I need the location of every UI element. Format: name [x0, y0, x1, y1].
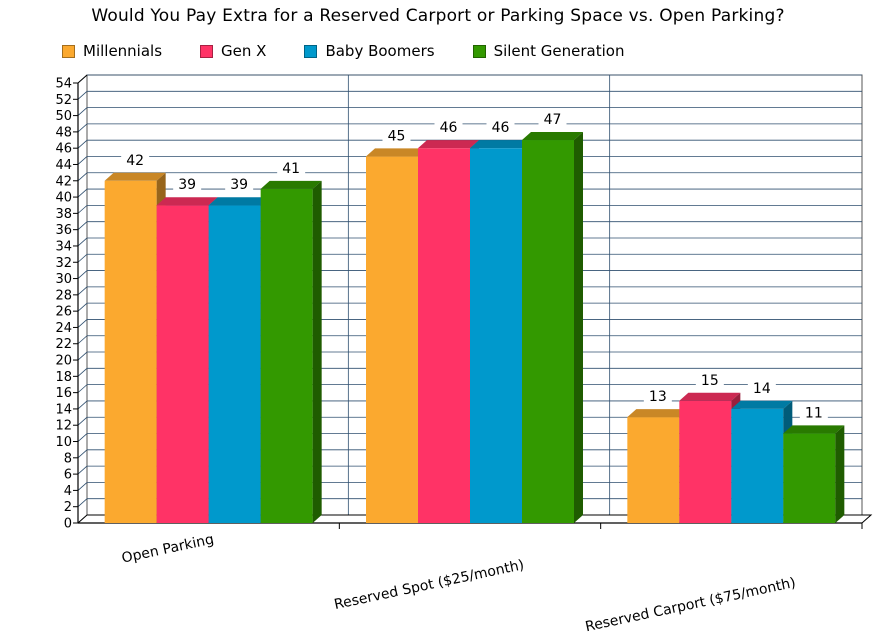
gridline-depth — [78, 466, 87, 474]
left-wall-top-edge — [78, 75, 87, 83]
bar-baby-boomers-reserved-carport-75-month — [731, 409, 783, 523]
bar-baby-boomers-reserved-spot-25-month — [470, 148, 522, 523]
bar-chart: 0246810121416182022242628303234363840424… — [0, 0, 876, 644]
gridline-depth — [78, 450, 87, 458]
bar-silent-generation-open-parking-side — [313, 181, 322, 523]
gridline-depth — [78, 173, 87, 181]
y-tick-label: 48 — [55, 125, 72, 140]
gridline-depth — [78, 303, 87, 311]
bar-silent-generation-reserved-spot-25-month-top — [522, 132, 583, 140]
y-tick-label: 18 — [55, 370, 72, 385]
y-tick-label: 16 — [55, 386, 72, 401]
y-tick-label: 20 — [55, 354, 72, 369]
gridline-depth — [78, 401, 87, 409]
bar-gen-x-open-parking-top — [157, 197, 218, 205]
bar-gen-x-reserved-spot-25-month-top — [418, 140, 479, 148]
data-label-gen-x-open-parking: 39 — [178, 177, 196, 193]
y-tick-label: 2 — [64, 500, 72, 515]
gridline-depth — [78, 271, 87, 279]
gridline-depth — [78, 189, 87, 197]
gridline-depth — [78, 482, 87, 490]
bar-silent-generation-open-parking-top — [261, 181, 322, 189]
gridline-depth — [78, 368, 87, 376]
y-tick-label: 52 — [55, 93, 72, 108]
data-label-baby-boomers-reserved-carport-75-month: 14 — [753, 381, 771, 397]
data-label-silent-generation-open-parking: 41 — [282, 161, 300, 177]
y-tick-label: 38 — [55, 207, 72, 222]
data-label-gen-x-reserved-spot-25-month: 46 — [440, 120, 458, 136]
gridline-depth — [78, 319, 87, 327]
bar-baby-boomers-open-parking — [209, 205, 261, 523]
bar-silent-generation-reserved-carport-75-month-top — [783, 425, 844, 433]
y-tick-label: 14 — [55, 402, 72, 417]
bar-silent-generation-reserved-spot-25-month — [522, 140, 574, 523]
bar-baby-boomers-open-parking-top — [209, 197, 270, 205]
gridline-depth — [78, 222, 87, 230]
gridline-depth — [78, 140, 87, 148]
y-tick-label: 10 — [55, 435, 72, 450]
data-label-silent-generation-reserved-carport-75-month: 11 — [805, 405, 823, 421]
gridline-depth — [78, 238, 87, 246]
bar-millennials-open-parking — [105, 181, 157, 523]
y-tick-label: 50 — [55, 109, 72, 124]
gridline-depth — [78, 352, 87, 360]
y-tick-label: 22 — [55, 337, 72, 352]
y-tick-label: 54 — [55, 77, 72, 92]
y-tick-label: 26 — [55, 305, 72, 320]
gridline-depth — [78, 108, 87, 116]
data-label-gen-x-reserved-carport-75-month: 15 — [701, 373, 719, 389]
gridline-depth — [78, 156, 87, 164]
y-tick-label: 12 — [55, 419, 72, 434]
bar-baby-boomers-reserved-spot-25-month-top — [470, 140, 531, 148]
data-label-millennials-reserved-carport-75-month: 13 — [649, 389, 667, 405]
y-tick-label: 40 — [55, 191, 72, 206]
x-tick-label-open-parking: Open Parking — [120, 532, 215, 567]
y-tick-label: 0 — [64, 517, 72, 532]
gridline-depth — [78, 336, 87, 344]
data-label-silent-generation-reserved-spot-25-month: 47 — [544, 112, 562, 128]
data-label-millennials-reserved-spot-25-month: 45 — [388, 128, 406, 144]
bar-silent-generation-reserved-carport-75-month-side — [835, 425, 844, 523]
y-tick-label: 42 — [55, 174, 72, 189]
bar-millennials-reserved-spot-25-month — [366, 156, 418, 523]
y-tick-label: 34 — [55, 239, 72, 254]
gridline-depth — [78, 417, 87, 425]
bar-gen-x-reserved-spot-25-month — [418, 148, 470, 523]
y-tick-label: 4 — [64, 484, 72, 499]
bar-silent-generation-reserved-spot-25-month-side — [574, 132, 583, 523]
y-tick-label: 28 — [55, 288, 72, 303]
gridline-depth — [78, 287, 87, 295]
y-tick-label: 46 — [55, 142, 72, 157]
gridline-depth — [78, 205, 87, 213]
gridline-depth — [78, 385, 87, 393]
gridline-depth — [78, 254, 87, 262]
bar-millennials-open-parking-top — [105, 173, 166, 181]
bar-silent-generation-reserved-carport-75-month — [783, 433, 835, 523]
data-label-millennials-open-parking: 42 — [126, 153, 144, 169]
bar-gen-x-reserved-carport-75-month-top — [679, 393, 740, 401]
bar-millennials-reserved-carport-75-month — [627, 417, 679, 523]
bar-baby-boomers-reserved-carport-75-month-top — [731, 401, 792, 409]
gridline-depth — [78, 499, 87, 507]
bar-gen-x-open-parking — [157, 205, 209, 523]
bar-millennials-reserved-spot-25-month-top — [366, 148, 427, 156]
y-tick-label: 36 — [55, 223, 72, 238]
gridline-depth — [78, 91, 87, 99]
y-tick-label: 6 — [64, 468, 72, 483]
data-label-baby-boomers-open-parking: 39 — [230, 177, 248, 193]
bar-gen-x-reserved-carport-75-month — [679, 401, 731, 523]
data-label-baby-boomers-reserved-spot-25-month: 46 — [492, 120, 510, 136]
gridline-depth — [78, 124, 87, 132]
y-tick-label: 30 — [55, 272, 72, 287]
y-tick-label: 32 — [55, 256, 72, 271]
y-tick-label: 8 — [64, 451, 72, 466]
bar-millennials-reserved-carport-75-month-top — [627, 409, 688, 417]
x-tick-label-reserved-spot-25-month: Reserved Spot ($25/month) — [333, 557, 526, 613]
gridline-depth — [78, 434, 87, 442]
y-tick-label: 24 — [55, 321, 72, 336]
y-tick-label: 44 — [55, 158, 72, 173]
bar-silent-generation-open-parking — [261, 189, 313, 523]
x-tick-label-reserved-carport-75-month: Reserved Carport ($75/month) — [584, 575, 797, 635]
